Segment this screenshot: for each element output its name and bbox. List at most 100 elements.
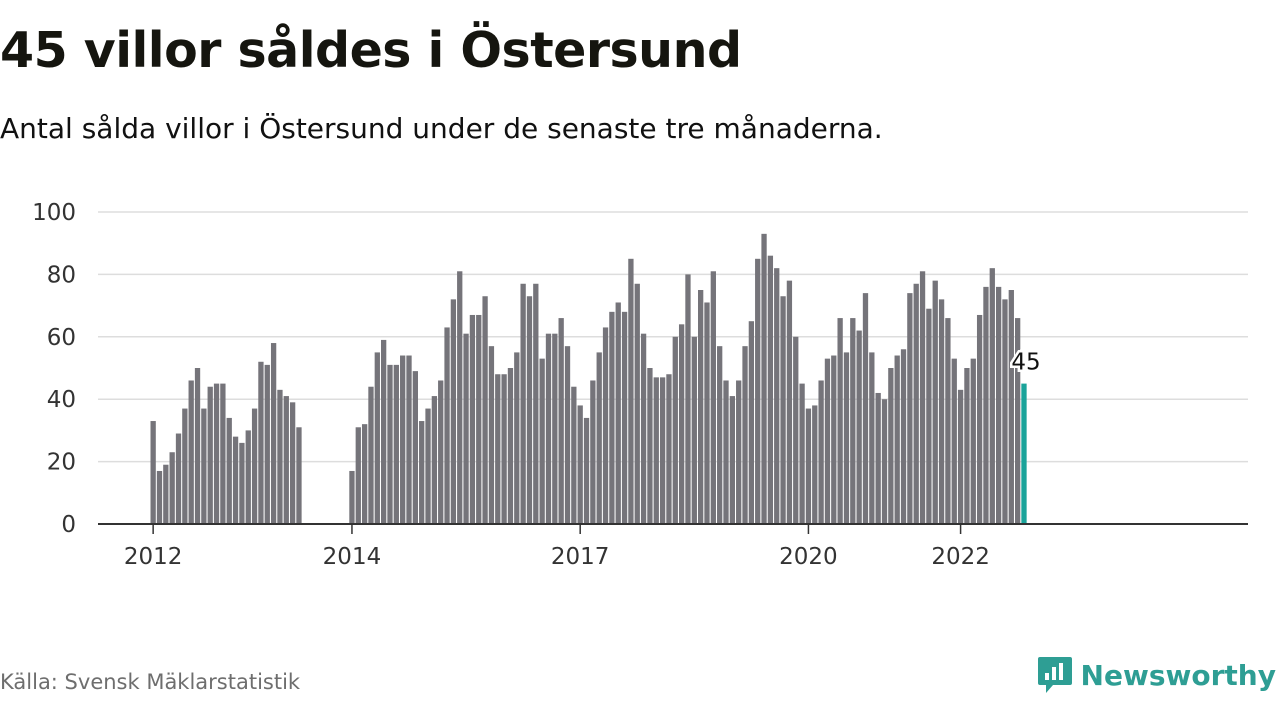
bar: [277, 389, 283, 524]
bar: [995, 286, 1002, 524]
bar: [368, 386, 374, 524]
bar: [672, 336, 678, 524]
y-tick-label: 40: [47, 387, 76, 413]
bar: [888, 368, 894, 524]
bar: [780, 296, 786, 524]
bar: [774, 268, 780, 524]
bar: [387, 364, 393, 524]
bar: [900, 349, 907, 524]
bar: [913, 283, 919, 524]
highlight-value-label: 45: [1011, 350, 1040, 376]
bar: [742, 346, 748, 524]
bar: [419, 421, 425, 524]
bar: [786, 280, 793, 524]
bar: [932, 280, 938, 524]
bar: [296, 427, 302, 524]
bar: [577, 405, 583, 524]
bar: [175, 433, 182, 524]
bar: [881, 399, 888, 524]
bar: [583, 417, 590, 524]
bar: [843, 352, 850, 524]
bar: [875, 392, 881, 524]
bar: [666, 374, 672, 524]
bar: [564, 346, 571, 524]
bar-chart: 0 20 40 60 80 100 45 2012 2014 2017 2020 2022: [32, 200, 1248, 570]
y-tick-label: 80: [47, 262, 76, 288]
bar: [957, 389, 964, 524]
bar: [710, 271, 716, 524]
bar: [270, 343, 277, 524]
bar: [799, 383, 805, 524]
bar: [761, 233, 767, 524]
bar: [1002, 299, 1008, 524]
bar: [526, 296, 533, 524]
bar: [264, 364, 270, 524]
bar: [640, 333, 647, 524]
bar: [558, 318, 564, 524]
bar: [425, 408, 431, 524]
bar-highlight: [1021, 383, 1027, 524]
bar: [628, 258, 634, 524]
bar: [213, 383, 220, 524]
bar: [450, 299, 457, 524]
bar: [964, 368, 970, 524]
bar: [283, 396, 289, 524]
bar: [406, 355, 412, 524]
bar: [698, 290, 704, 524]
bar: [533, 283, 539, 524]
bar: [150, 421, 156, 524]
bar: [463, 333, 469, 524]
bar: [812, 405, 818, 524]
bar: [856, 330, 862, 524]
x-tick-label: 2014: [323, 544, 382, 570]
bar: [520, 283, 526, 524]
bar: [748, 321, 755, 524]
chart-subtitle: Antal sålda villor i Östersund under de …: [0, 112, 883, 145]
bar: [767, 255, 774, 524]
bar: [590, 380, 596, 524]
bar: [552, 333, 558, 524]
bar: [659, 377, 666, 524]
bar: [869, 352, 875, 524]
bar: [938, 299, 945, 524]
bar: [361, 424, 368, 524]
bar: [232, 436, 239, 524]
bar: [596, 352, 602, 524]
brand-name: Newsworthy: [1080, 658, 1276, 692]
bar: [1008, 290, 1014, 524]
bar: [476, 314, 482, 524]
bar: [717, 346, 723, 524]
bar: [647, 368, 653, 524]
bar: [951, 358, 957, 524]
bar: [545, 333, 552, 524]
bar: [457, 271, 463, 524]
bar: [444, 327, 450, 524]
bar: [514, 352, 520, 524]
bar: [182, 408, 188, 524]
bar: [393, 364, 399, 524]
x-tick-label: 2017: [551, 544, 610, 570]
bar: [894, 355, 900, 524]
bar: [194, 368, 201, 524]
bar: [239, 442, 245, 524]
bar: [824, 358, 831, 524]
bar: [571, 386, 577, 524]
bar: [374, 352, 380, 524]
bar: [850, 318, 856, 524]
bar: [207, 386, 213, 524]
bar: [755, 258, 761, 524]
bar: [983, 286, 989, 524]
bar: [704, 302, 710, 524]
bar: [691, 336, 697, 524]
bar: [355, 427, 361, 524]
bar: [805, 408, 812, 524]
x-tick-label: 2022: [931, 544, 990, 570]
bar: [488, 346, 495, 524]
bar: [634, 283, 640, 524]
bar: [862, 293, 869, 524]
y-tick-label: 20: [47, 450, 76, 476]
bar: [653, 377, 659, 524]
bar: [926, 308, 932, 524]
y-tick-label: 60: [47, 325, 76, 351]
y-tick-label: 0: [61, 512, 76, 538]
